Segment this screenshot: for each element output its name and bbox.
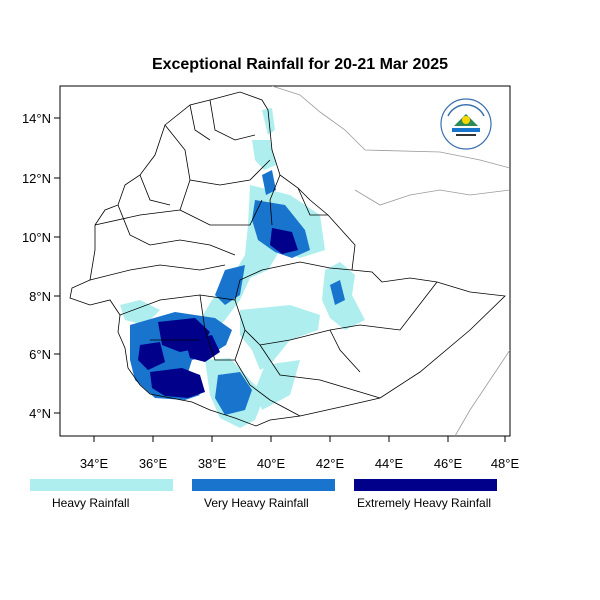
extreme-rainfall-areas	[138, 228, 298, 398]
national-meteorology-institute-logo	[440, 98, 492, 150]
longitude-axis: 34°E 36°E 38°E 40°E 42°E 44°E 46°E 48°E	[80, 436, 520, 471]
lat-tick-label: 4°N	[29, 406, 51, 421]
legend-swatch-very-heavy	[192, 479, 335, 491]
legend-label-extreme: Extremely Heavy Rainfall	[357, 496, 492, 510]
lon-tick-label: 40°E	[257, 456, 286, 471]
map-title: Exceptional Rainfall for 20-21 Mar 2025	[151, 56, 449, 73]
lon-tick-label: 48°E	[491, 456, 520, 471]
legend-label-heavy: Heavy Rainfall	[52, 496, 130, 510]
lat-tick-label: 14°N	[22, 111, 51, 126]
legend-swatch-extreme	[354, 479, 497, 491]
lon-tick-label: 34°E	[80, 456, 109, 471]
lon-tick-label: 46°E	[434, 456, 463, 471]
lon-tick-label: 42°E	[316, 456, 345, 471]
legend-label-very-heavy: Very Heavy Rainfall	[204, 496, 309, 510]
lon-tick-label: 44°E	[375, 456, 404, 471]
lon-tick-label: 38°E	[198, 456, 227, 471]
latitude-axis: 4°N 6°N 8°N 10°N 12°N 14°N	[22, 111, 60, 421]
lat-tick-label: 6°N	[29, 347, 51, 362]
legend-swatch-heavy	[30, 479, 173, 491]
ethiopia-borders	[69, 91, 506, 427]
lon-tick-label: 36°E	[139, 456, 168, 471]
lat-tick-label: 12°N	[22, 171, 51, 186]
lat-tick-label: 8°N	[29, 289, 51, 304]
lat-tick-label: 10°N	[22, 230, 51, 245]
neighbour-borders	[271, 86, 510, 436]
